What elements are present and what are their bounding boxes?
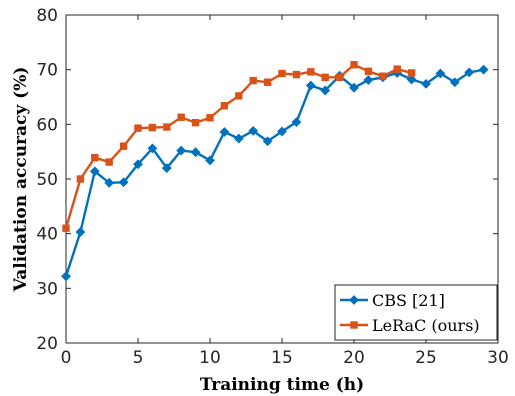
data-point bbox=[291, 117, 302, 128]
axis-ticks: 0 5 10 15 20 25 30 20 30 40 50 60 70 80 bbox=[36, 6, 508, 368]
data-point bbox=[379, 72, 387, 80]
data-point bbox=[263, 78, 272, 86]
y-tick-label: 30 bbox=[36, 279, 58, 299]
data-point bbox=[219, 127, 230, 137]
legend-label: LeRaC (ours) bbox=[372, 316, 480, 335]
data-point bbox=[335, 73, 344, 82]
data-point bbox=[249, 76, 257, 85]
data-point bbox=[133, 159, 143, 170]
data-point bbox=[321, 73, 329, 82]
data-point bbox=[177, 113, 185, 121]
y-tick-label: 80 bbox=[36, 6, 58, 26]
y-tick-label: 50 bbox=[36, 170, 58, 190]
x-tick-label: 15 bbox=[271, 348, 293, 368]
data-point bbox=[363, 75, 374, 85]
data-point bbox=[407, 69, 416, 77]
data-point bbox=[478, 64, 489, 75]
x-tick-label: 25 bbox=[415, 348, 437, 368]
data-point bbox=[435, 68, 446, 79]
data-point bbox=[449, 77, 460, 88]
data-point bbox=[62, 224, 70, 232]
x-tick-label: 30 bbox=[487, 348, 509, 368]
data-point bbox=[277, 126, 287, 137]
data-point bbox=[393, 65, 401, 73]
data-point bbox=[278, 69, 286, 78]
data-point bbox=[464, 67, 475, 78]
data-point bbox=[76, 175, 85, 183]
data-point bbox=[248, 125, 259, 136]
data-point bbox=[320, 85, 331, 96]
data-point bbox=[220, 102, 229, 110]
data-point bbox=[91, 153, 99, 162]
series-layer bbox=[61, 61, 489, 282]
data-point bbox=[305, 80, 316, 91]
series-line bbox=[64, 63, 412, 229]
legend: CBS [21] LeRaC (ours) bbox=[334, 284, 498, 341]
legend-item: CBS [21] bbox=[340, 291, 445, 310]
legend-swatch-marker bbox=[349, 295, 359, 305]
data-point bbox=[206, 114, 214, 122]
data-point bbox=[191, 118, 200, 127]
data-point bbox=[161, 163, 172, 173]
data-point bbox=[134, 124, 142, 132]
data-point bbox=[190, 147, 201, 158]
legend-box bbox=[334, 284, 498, 341]
data-point bbox=[89, 166, 100, 177]
x-tick-label: 0 bbox=[61, 348, 72, 368]
y-axis-label: Validation accuracy (%) bbox=[11, 67, 31, 293]
data-point bbox=[205, 155, 215, 166]
data-point bbox=[349, 82, 359, 93]
series-line bbox=[64, 68, 484, 277]
data-point bbox=[350, 61, 358, 69]
data-point bbox=[148, 123, 157, 132]
data-point bbox=[233, 133, 244, 144]
data-point bbox=[119, 142, 128, 150]
data-point bbox=[104, 177, 115, 188]
y-tick-label: 40 bbox=[36, 225, 58, 245]
x-axis-label: Training time (h) bbox=[200, 375, 364, 395]
data-point bbox=[307, 68, 315, 76]
legend-swatch-marker bbox=[350, 321, 358, 329]
y-tick-label: 60 bbox=[36, 115, 58, 135]
x-tick-label: 5 bbox=[133, 348, 144, 368]
data-point bbox=[176, 145, 187, 156]
series-lerac bbox=[62, 61, 416, 232]
data-point bbox=[105, 158, 113, 166]
data-point bbox=[147, 143, 158, 154]
data-point bbox=[75, 227, 86, 237]
data-point bbox=[118, 177, 129, 188]
data-point bbox=[364, 67, 373, 76]
data-point bbox=[421, 78, 431, 89]
series-cbs bbox=[61, 64, 489, 282]
data-point bbox=[163, 123, 171, 131]
legend-item: LeRaC (ours) bbox=[340, 316, 480, 335]
data-point bbox=[61, 271, 71, 282]
legend-label: CBS [21] bbox=[372, 291, 445, 310]
y-tick-label: 70 bbox=[36, 61, 58, 81]
y-tick-label: 20 bbox=[36, 334, 58, 354]
data-point bbox=[406, 74, 417, 85]
x-tick-label: 10 bbox=[199, 348, 221, 368]
data-point bbox=[235, 92, 243, 100]
x-tick-label: 20 bbox=[343, 348, 365, 368]
data-point bbox=[262, 136, 273, 147]
data-point bbox=[292, 70, 301, 79]
